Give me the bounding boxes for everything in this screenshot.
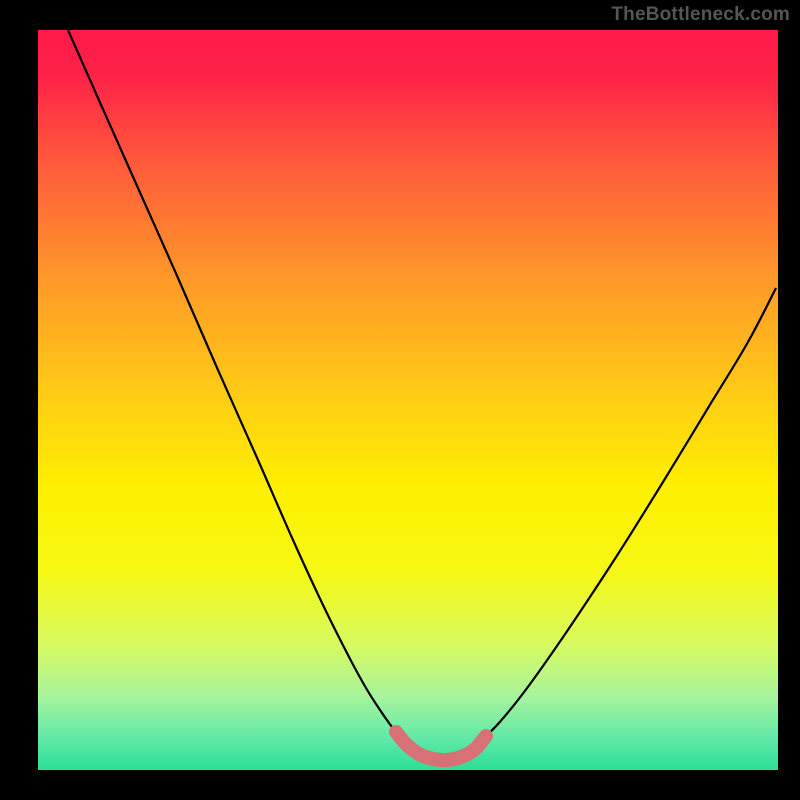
- attribution-label: TheBottleneck.com: [611, 4, 790, 26]
- chart-svg: [38, 30, 778, 770]
- plot-area: [38, 30, 778, 770]
- bottleneck-curve-right: [483, 288, 776, 739]
- bottleneck-trough-highlight: [396, 732, 486, 760]
- bottleneck-curve-left: [68, 30, 401, 738]
- chart-frame: TheBottleneck.com: [0, 0, 800, 800]
